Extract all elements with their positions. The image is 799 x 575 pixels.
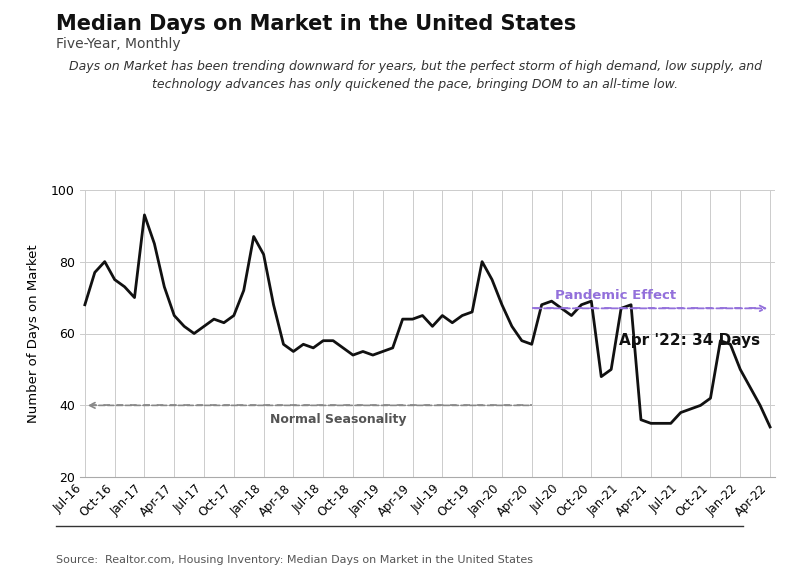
Text: Apr '22: 34 Days: Apr '22: 34 Days [619,333,760,348]
Text: Median Days on Market in the United States: Median Days on Market in the United Stat… [56,14,576,34]
Text: Five-Year, Monthly: Five-Year, Monthly [56,37,181,51]
Y-axis label: Number of Days on Market: Number of Days on Market [27,244,40,423]
Text: Days on Market has been trending downward for years, but the perfect storm of hi: Days on Market has been trending downwar… [69,60,762,91]
Text: Pandemic Effect: Pandemic Effect [555,289,676,302]
Text: Normal Seasonality: Normal Seasonality [270,413,407,426]
Text: Source:  Realtor.com, Housing Inventory: Median Days on Market in the United Sta: Source: Realtor.com, Housing Inventory: … [56,555,533,565]
